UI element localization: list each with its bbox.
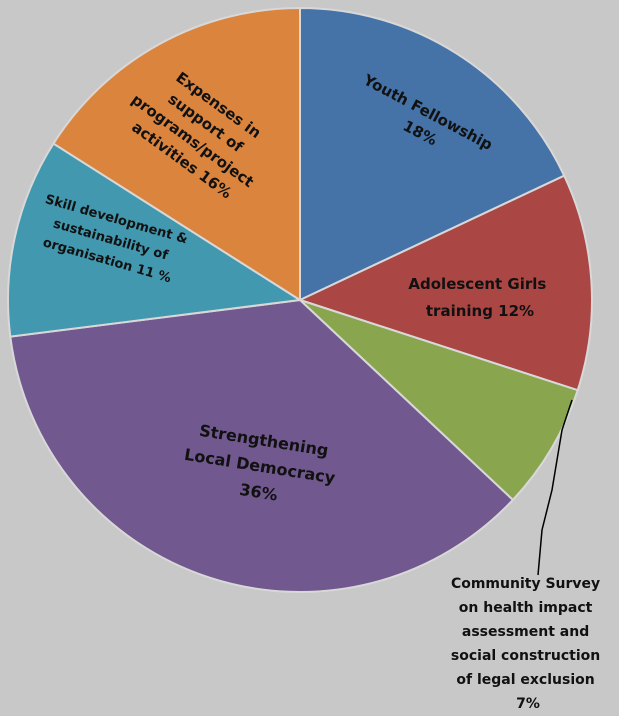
girls-label-line-2: training 12% [426,302,534,320]
survey-label-line-4: social construction [451,648,600,664]
pie-slice-skill-development-sustainability-of-organisation [7,142,303,338]
survey-label-line-6: 7% [516,696,540,712]
survey-leader-line [537,399,573,576]
pie-slice-adolescent-girls-training [297,174,593,392]
pie-slice-strengthening-local-democracy [9,298,515,593]
community-survey-label: Community Survey on health impact assess… [451,576,605,712]
survey-label-line-5: of legal exclusion [456,672,594,688]
pie-slice-community-survey-on-health-impact-assessment-and-social-construction-of-legal-exclusion [299,299,579,502]
pie-slice-expenses-in-support-of-programs-project-activities [52,6,301,302]
girls-label-line-1: Adolescent Girls [408,275,546,293]
survey-label-line-1: Community Survey [451,576,600,592]
adolescent-girls-label: Adolescent Girls training 12% [408,275,551,320]
survey-label-line-3: assessment and [462,624,589,640]
pie-slices [7,6,593,593]
pie-slice-youth-fellowship [299,6,566,302]
survey-label-line-2: on health impact [459,600,593,616]
